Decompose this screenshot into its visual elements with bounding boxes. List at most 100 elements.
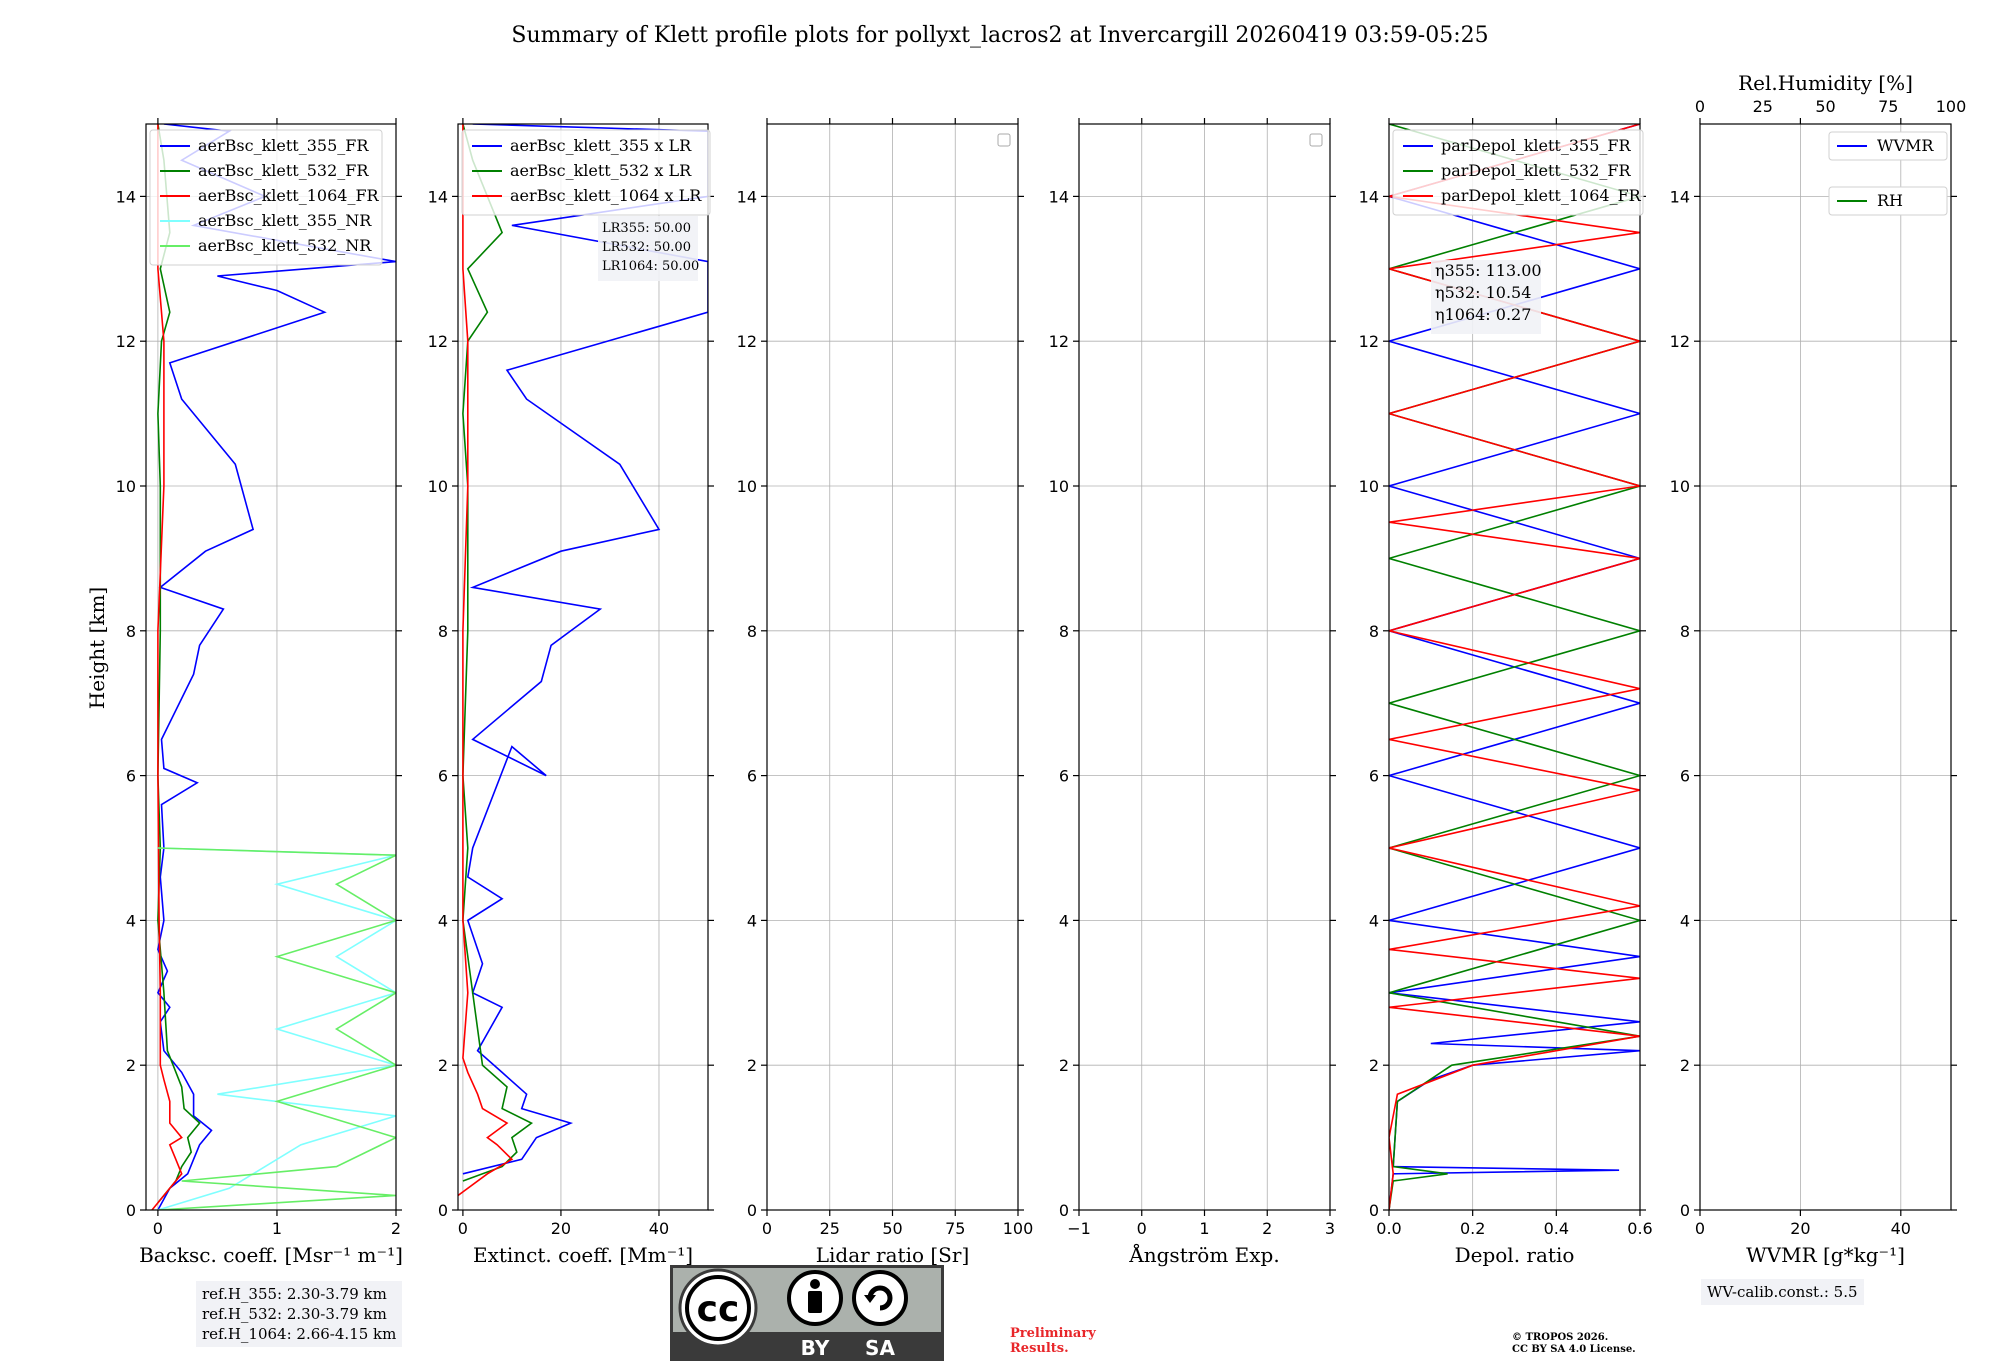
annotation-1: η532: 10.54 — [1435, 283, 1531, 302]
y-tick-label-5: 10 — [428, 477, 448, 496]
y-tick-label-3: 6 — [438, 767, 448, 786]
sa-icon-arrow — [864, 1295, 876, 1303]
copyright-note: © TROPOS 2026. CC BY SA 4.0 License. — [1512, 1332, 1636, 1356]
x-axis-label-dep: Depol. ratio — [1455, 1243, 1575, 1267]
panel-ext: 0 2 4 6 8 10 12 14 0 20 40 Extinct. coeff. [Mm⁻¹] ae… — [428, 118, 714, 1267]
x-tick-label-2: 2 — [391, 1219, 401, 1238]
x-axis-label-ext: Extinct. coeff. [Mm⁻¹] — [473, 1243, 693, 1267]
annotation-0: η355: 113.00 — [1435, 261, 1542, 280]
y-tick-label-2: 4 — [1059, 911, 1069, 930]
empty-legend — [1309, 133, 1323, 147]
x-tick-label-1: 1 — [272, 1219, 282, 1238]
top-tick-label-3: 75 — [1878, 97, 1898, 116]
top-axis-label: Rel.Humidity [%] — [1738, 71, 1913, 95]
figure-title: Summary of Klett profile plots for polly… — [511, 23, 1488, 48]
axes-frame — [145, 123, 397, 1211]
x-tick-label-4: 100 — [1003, 1219, 1034, 1238]
legend-label-0: WVMR — [1877, 136, 1934, 155]
y-tick-label-1: 2 — [126, 1056, 136, 1075]
y-tick-label-1: 2 — [438, 1056, 448, 1075]
y-tick-label-5: 10 — [116, 477, 136, 496]
legend-label-0: aerBsc_klett_355 x LR — [510, 136, 692, 155]
series-line-aerBsc_klett_355_FR — [156, 124, 396, 1210]
y-tick-label-6: 12 — [1049, 332, 1069, 351]
top-tick-label-0: 0 — [1695, 97, 1705, 116]
annotation-box — [1431, 260, 1541, 334]
x-tick-label-1: 0.2 — [1460, 1219, 1485, 1238]
y-tick-label-5: 10 — [1359, 477, 1379, 496]
y-tick-label-2: 4 — [438, 911, 448, 930]
legend-box — [461, 129, 711, 216]
series-line-aerBsc_klett_1064_FR — [151, 124, 183, 1210]
x-tick-label-0: 0 — [153, 1219, 163, 1238]
x-tick-label-0: 0 — [762, 1219, 772, 1238]
y-tick-label-2: 4 — [126, 911, 136, 930]
x-tick-label-0: 0.0 — [1376, 1219, 1401, 1238]
axes-frame — [1388, 123, 1641, 1211]
legend-box-0 — [1828, 131, 1948, 161]
by-icon-body — [808, 1291, 822, 1313]
x-tick-label-4: 3 — [1325, 1219, 1335, 1238]
x-tick-label-0: −1 — [1067, 1219, 1091, 1238]
top-tick-label-4: 100 — [1936, 97, 1967, 116]
y-tick-label-0: 0 — [1059, 1201, 1069, 1220]
legend-label-1: aerBsc_klett_532 x LR — [510, 161, 692, 180]
x-axis-label-bsc: Backsc. coeff. [Msr⁻¹ m⁻¹] — [139, 1243, 403, 1267]
series-group — [151, 124, 396, 1210]
copyright-line-1: © TROPOS 2026. — [1512, 1332, 1609, 1343]
annotation-2: η1064: 0.27 — [1435, 305, 1531, 324]
y-tick-label-3: 6 — [1059, 767, 1069, 786]
y-tick-label-5: 10 — [1670, 477, 1690, 496]
y-tick-label-4: 8 — [747, 622, 757, 641]
sa-icon-arc — [867, 1285, 893, 1311]
y-tick-label-1: 2 — [1059, 1056, 1069, 1075]
wv-calib-box: WV-calib.const.: 5.5 — [1701, 1279, 1864, 1305]
y-axis-label: Height [km] — [85, 587, 109, 709]
x-tick-label-1: 0 — [1137, 1219, 1147, 1238]
y-tick-label-6: 12 — [1670, 332, 1690, 351]
annotation-2: LR1064: 50.00 — [602, 259, 699, 274]
legend-label-3: aerBsc_klett_355_NR — [198, 211, 372, 230]
y-tick-label-1: 2 — [1369, 1056, 1379, 1075]
series-line-aerBsc_klett_355 x LR — [462, 124, 708, 1175]
y-tick-label-6: 12 — [116, 332, 136, 351]
series-line-parDepol_klett_1064_FR — [1389, 124, 1640, 1210]
x-tick-label-1: 25 — [820, 1219, 840, 1238]
legend-box — [149, 129, 383, 266]
y-tick-label-4: 8 — [1369, 622, 1379, 641]
y-tick-label-7: 14 — [1670, 187, 1690, 206]
y-tick-label-3: 6 — [1680, 767, 1690, 786]
preliminary-note: Preliminary Results. — [1010, 1326, 1096, 1356]
y-tick-label-5: 10 — [1049, 477, 1069, 496]
y-tick-label-0: 0 — [1680, 1201, 1690, 1220]
ref-h-1064: ref.H_1064: 2.66-4.15 km — [202, 1325, 397, 1343]
legend-label-0: parDepol_klett_355_FR — [1441, 136, 1632, 155]
x-tick-label-2: 40 — [1891, 1219, 1911, 1238]
y-tick-label-7: 14 — [428, 187, 448, 206]
panel-wv: 0 2 4 6 8 10 12 14 0 20 40 WVMR [g*kg⁻¹] 0 25 50 75 100 R… — [1670, 71, 1967, 1267]
x-tick-label-2: 50 — [882, 1219, 902, 1238]
series-line-aerBsc_klett_355_NR — [157, 847, 396, 1210]
y-tick-label-3: 6 — [747, 767, 757, 786]
axes-frame — [1699, 123, 1952, 1211]
x-axis-label-ang: Ångström Exp. — [1128, 1242, 1279, 1267]
legend-box-1 — [1828, 186, 1948, 216]
x-tick-label-2: 40 — [649, 1219, 669, 1238]
legend-label-2: aerBsc_klett_1064 x LR — [510, 186, 702, 205]
y-tick-label-6: 12 — [737, 332, 757, 351]
y-tick-label-7: 14 — [116, 187, 136, 206]
y-tick-label-3: 6 — [1369, 767, 1379, 786]
x-axis-label-lr: Lidar ratio [Sr] — [816, 1243, 970, 1267]
series-line-aerBsc_klett_532_FR — [157, 124, 201, 1204]
x-tick-label-2: 0.4 — [1544, 1219, 1569, 1238]
legend-box — [1392, 129, 1644, 216]
y-tick-label-0: 0 — [438, 1201, 448, 1220]
x-tick-label-3: 2 — [1262, 1219, 1272, 1238]
x-tick-label-1: 20 — [1790, 1219, 1810, 1238]
legend-label-2: aerBsc_klett_1064_FR — [198, 186, 380, 205]
series-line-aerBsc_klett_532 x LR — [462, 124, 534, 1182]
by-icon-head — [810, 1279, 820, 1289]
annotation-box — [598, 216, 698, 281]
